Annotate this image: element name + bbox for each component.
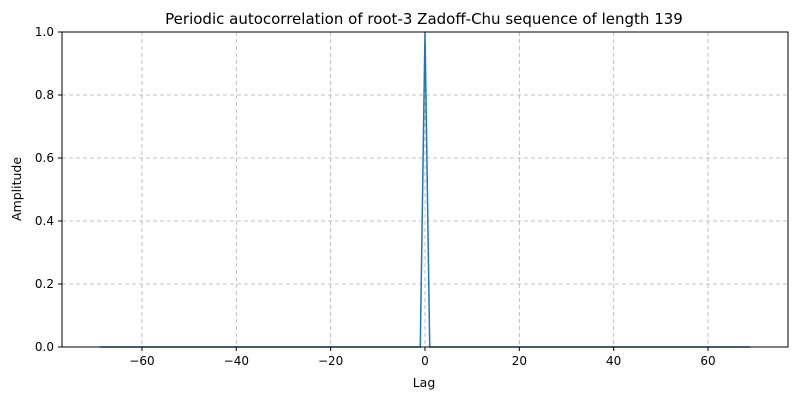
x-tick-label: −20 — [318, 354, 343, 368]
x-tick-label: 20 — [512, 354, 527, 368]
y-tick-label: 0.6 — [35, 151, 54, 165]
x-axis-ticks: −60 −40 −20 0 20 40 60 — [129, 347, 716, 368]
y-tick-label: 0.4 — [35, 214, 54, 228]
y-tick-label: 0.0 — [35, 340, 54, 354]
chart-title: Periodic autocorrelation of root-3 Zadof… — [165, 10, 683, 28]
y-tick-label: 0.2 — [35, 277, 54, 291]
x-tick-label: −60 — [129, 354, 154, 368]
x-tick-label: 60 — [700, 354, 715, 368]
x-tick-label: 0 — [421, 354, 429, 368]
y-axis-label: Amplitude — [9, 157, 24, 221]
grid — [62, 32, 788, 347]
y-axis-ticks: 0.0 0.2 0.4 0.6 0.8 1.0 — [35, 25, 62, 354]
y-tick-label: 0.8 — [35, 88, 54, 102]
x-axis-label: Lag — [413, 375, 436, 390]
x-tick-label: −40 — [224, 354, 249, 368]
y-tick-label: 1.0 — [35, 25, 54, 39]
x-tick-label: 40 — [606, 354, 621, 368]
